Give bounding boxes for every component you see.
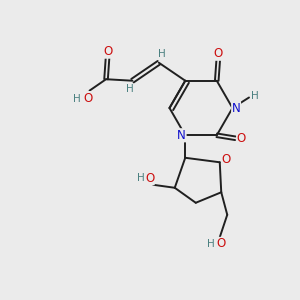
Text: O: O — [214, 47, 223, 60]
Text: H: H — [73, 94, 81, 104]
Text: O: O — [237, 132, 246, 145]
Text: H: H — [158, 49, 166, 59]
Text: H: H — [250, 91, 258, 101]
Text: O: O — [145, 172, 154, 185]
Text: O: O — [103, 45, 112, 58]
Text: H: H — [207, 239, 214, 249]
Text: N: N — [232, 101, 241, 115]
Text: N: N — [177, 129, 186, 142]
Text: H: H — [137, 173, 144, 183]
Text: H: H — [126, 84, 133, 94]
Text: O: O — [222, 153, 231, 166]
Text: O: O — [83, 92, 93, 105]
Text: O: O — [217, 237, 226, 250]
